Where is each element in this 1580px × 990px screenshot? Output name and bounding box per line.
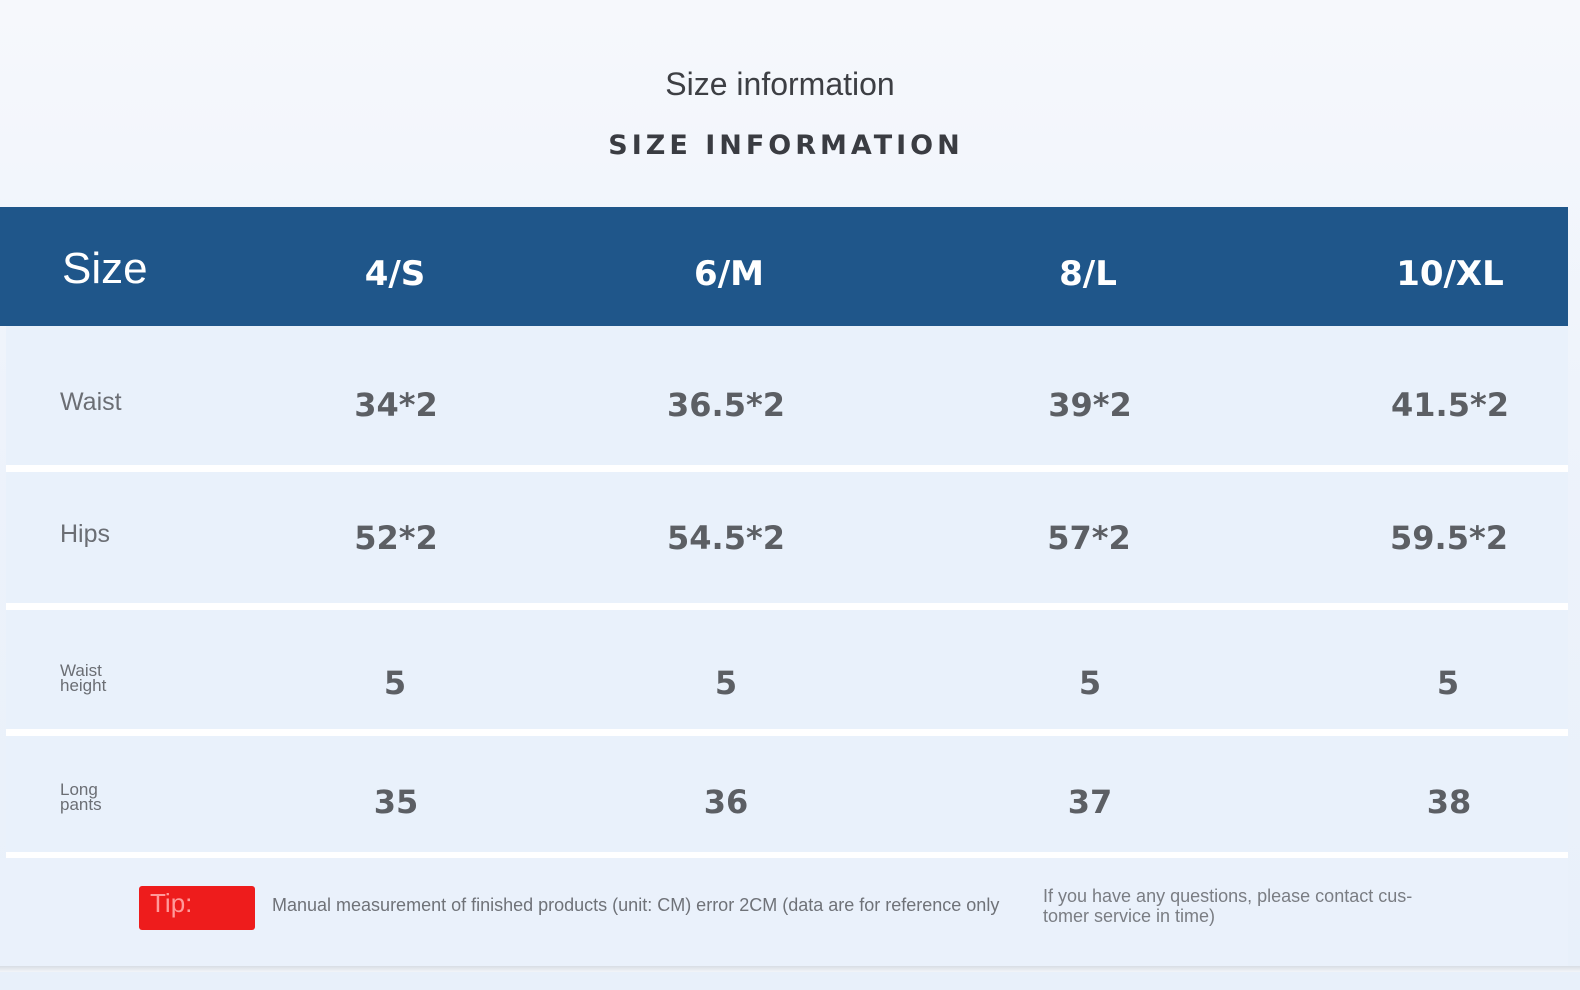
- cell-waist-height-10xl: 5: [1436, 664, 1460, 702]
- table-row-waist: Waist 34*2 36.5*2 39*2 41.5*2: [6, 326, 1568, 465]
- size-table-footer: Tip: Manual measurement of finished prod…: [0, 858, 1568, 966]
- row-label-hips: Hips: [60, 520, 111, 548]
- cell-long-pants-4s: 35: [373, 783, 419, 821]
- header-size-4s: 4/S: [364, 254, 426, 294]
- cell-waist-8l: 39*2: [1048, 386, 1132, 424]
- cell-hips-6m: 54.5*2: [667, 519, 785, 557]
- header-size-10xl: 10/XL: [1396, 254, 1504, 294]
- footer-shadow: [0, 966, 1580, 972]
- row-divider: [6, 729, 1568, 736]
- table-row-waist-height: Waist height 5 5 5 5: [6, 610, 1568, 729]
- table-row-hips: Hips 52*2 54.5*2 57*2 59.5*2: [6, 472, 1568, 603]
- cell-long-pants-8l: 37: [1067, 783, 1113, 821]
- cell-long-pants-10xl: 38: [1426, 783, 1472, 821]
- cell-waist-6m: 36.5*2: [667, 386, 785, 424]
- cell-long-pants-6m: 36: [703, 783, 749, 821]
- row-label-long-pants: Long pants: [60, 780, 102, 814]
- row-label-waist-height: Waist height: [60, 661, 107, 695]
- page-subtitle: SIZE INFORMATION: [608, 130, 964, 161]
- header-size-8l: 8/L: [1059, 254, 1117, 294]
- row-label-waist: Waist: [60, 388, 122, 416]
- row-divider: [6, 465, 1568, 472]
- cell-waist-10xl: 41.5*2: [1391, 386, 1509, 424]
- cell-waist-4s: 34*2: [354, 386, 438, 424]
- measurement-note: Manual measurement of finished products …: [272, 895, 1000, 915]
- cell-hips-10xl: 59.5*2: [1390, 519, 1508, 557]
- cell-waist-height-8l: 5: [1078, 664, 1102, 702]
- contact-note: If you have any questions, please contac…: [1043, 886, 1413, 926]
- cell-waist-height-6m: 5: [714, 664, 738, 702]
- cell-hips-4s: 52*2: [354, 519, 438, 557]
- row-divider: [6, 852, 1568, 859]
- table-row-long-pants: Long pants 35 36 37 38: [6, 736, 1568, 852]
- row-divider: [6, 603, 1568, 610]
- cell-waist-height-4s: 5: [383, 664, 407, 702]
- cell-hips-8l: 57*2: [1047, 519, 1131, 557]
- size-table-header: Size 4/S 6/M 8/L 10/XL: [0, 207, 1568, 326]
- tip-badge: Tip:: [139, 886, 255, 930]
- header-size-6m: 6/M: [694, 254, 764, 294]
- header-size-label: Size: [62, 244, 148, 293]
- page-title: Size information: [665, 66, 895, 102]
